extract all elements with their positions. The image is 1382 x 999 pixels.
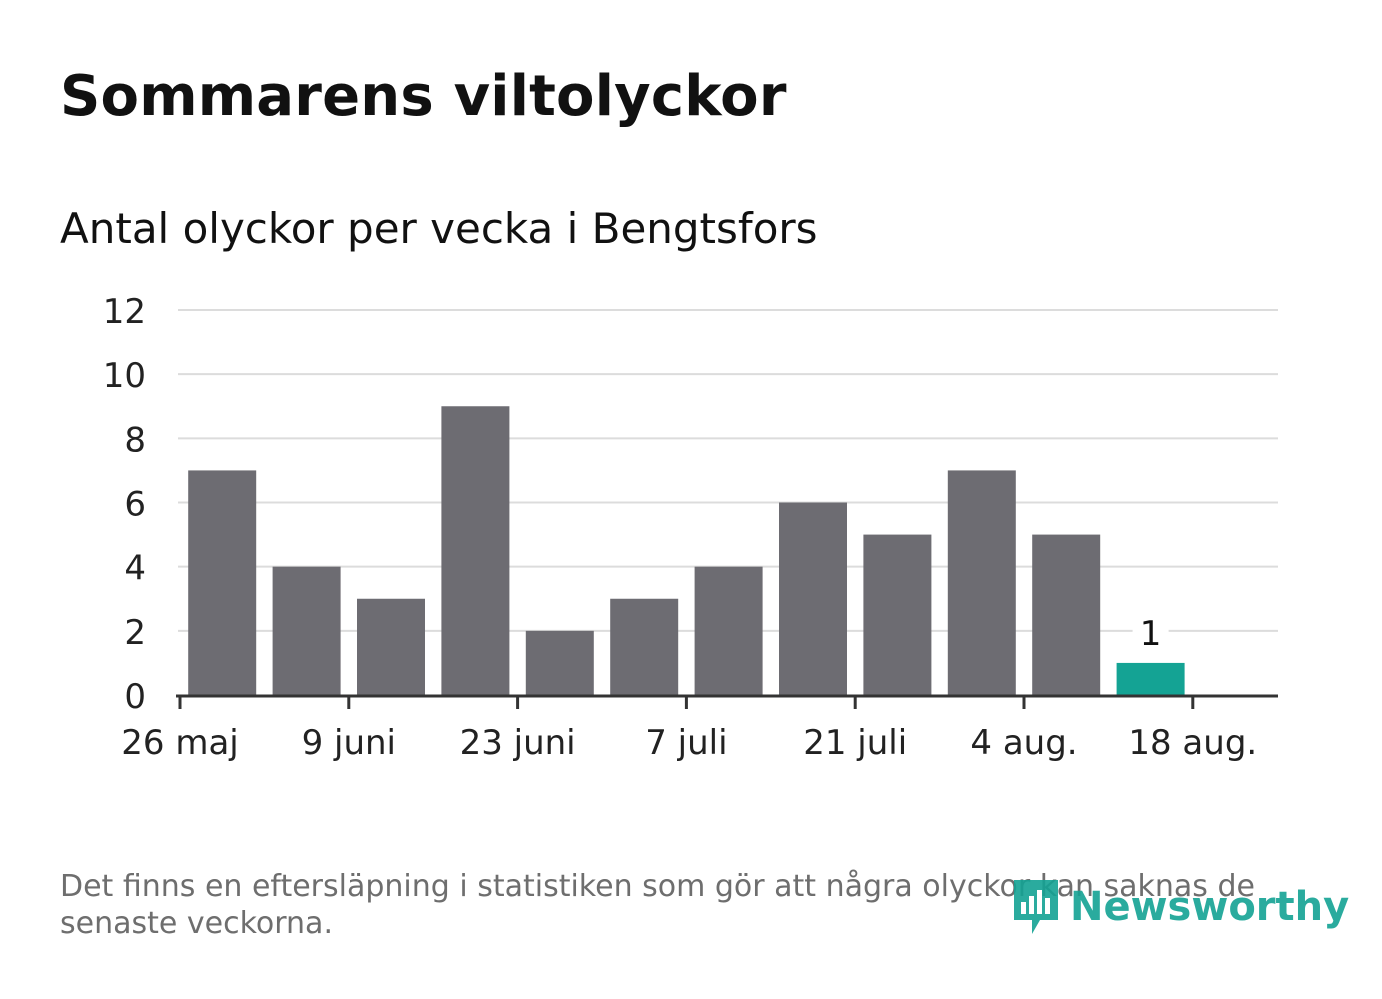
bar bbox=[694, 566, 763, 695]
bar bbox=[779, 502, 847, 695]
logo-text: Newsworthy bbox=[1070, 884, 1350, 930]
x-axis: 26 maj 9 juni 23 juni 7 juli 21 juli 4 aug. 18… bbox=[121, 694, 1278, 763]
x-tick-label: 9 juni bbox=[302, 723, 396, 763]
y-tick-label: 2 bbox=[124, 613, 146, 653]
x-tick-label: 7 juli bbox=[645, 723, 727, 763]
y-tick-label: 10 bbox=[103, 356, 146, 396]
bar bbox=[947, 470, 1016, 695]
bar bbox=[610, 598, 679, 695]
chart-title: Sommarens viltolyckor bbox=[60, 64, 787, 129]
y-tick-label: 6 bbox=[124, 485, 146, 525]
bar bbox=[272, 566, 341, 695]
y-tick-label: 8 bbox=[124, 420, 146, 460]
bar bbox=[863, 534, 932, 695]
y-tick-label: 12 bbox=[103, 292, 146, 332]
newsworthy-logo-icon bbox=[1014, 880, 1058, 934]
x-tick-label: 4 aug. bbox=[970, 723, 1077, 763]
bar bbox=[441, 406, 510, 695]
y-tick-label: 0 bbox=[124, 677, 146, 717]
x-tick-label: 18 aug. bbox=[1128, 723, 1257, 763]
bar bbox=[357, 598, 425, 695]
bar bbox=[1032, 534, 1101, 695]
data-label: 1 bbox=[1140, 614, 1162, 654]
y-axis-ticks: 0 2 4 6 8 10 12 bbox=[103, 292, 146, 717]
bar bbox=[1116, 662, 1185, 695]
bar-chart: 0 2 4 6 8 10 12 1 26 maj 9 juni 23 juni 7 juli 21 … bbox=[103, 292, 1278, 763]
bar bbox=[525, 630, 594, 695]
y-tick-label: 4 bbox=[124, 549, 146, 589]
data-labels: 1 bbox=[1132, 614, 1169, 654]
x-tick-label: 26 maj bbox=[121, 723, 238, 763]
chart-subtitle: Antal olyckor per vecka i Bengtsfors bbox=[60, 204, 818, 253]
x-tick-label: 21 juli bbox=[803, 723, 907, 763]
data-label-background bbox=[1132, 614, 1169, 653]
newsworthy-logo: Newsworthy bbox=[1010, 876, 1349, 938]
x-tick-label: 23 juni bbox=[460, 723, 576, 763]
bars bbox=[188, 406, 1185, 695]
bar bbox=[188, 470, 257, 695]
